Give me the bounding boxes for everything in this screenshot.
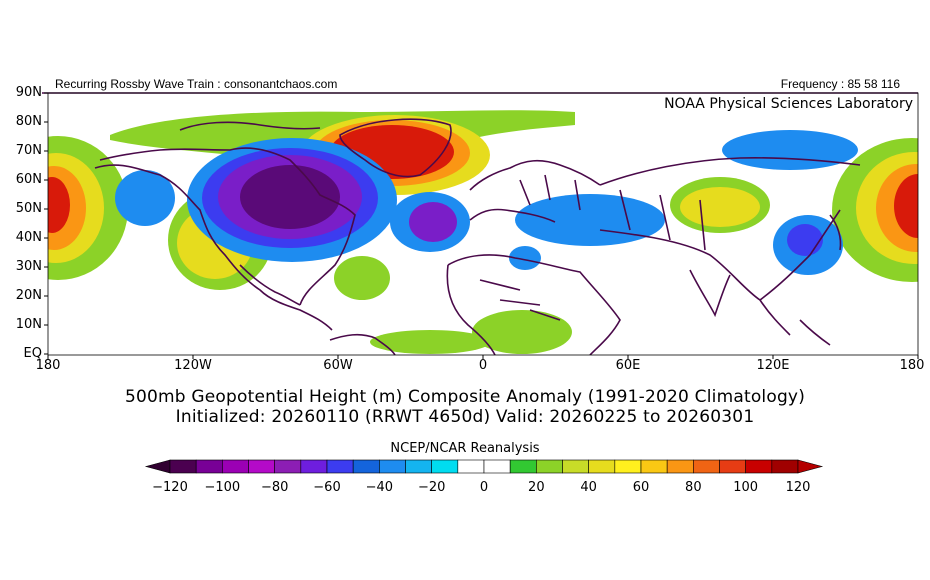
colorbar-swatch bbox=[771, 459, 799, 474]
colorbar-swatch bbox=[431, 459, 459, 474]
map-title-line2: Initialized: 20260110 (RRWT 4650d) Valid… bbox=[175, 407, 755, 427]
coastlines bbox=[94, 118, 861, 355]
colorbar-swatch bbox=[457, 459, 485, 474]
map-title-line1: 500mb Geopotential Height (m) Composite … bbox=[124, 387, 806, 407]
colorbar-swatch bbox=[588, 459, 616, 474]
data-source-label: NCEP/NCAR Reanalysis bbox=[390, 441, 540, 456]
lat-ticks bbox=[44, 92, 48, 355]
colorbar-swatch bbox=[248, 459, 275, 474]
colorbar-swatch bbox=[745, 459, 773, 474]
lon-ticks bbox=[47, 355, 919, 359]
colorbar-swatch bbox=[640, 459, 668, 474]
colorbar-swatch bbox=[509, 459, 537, 474]
colorbar-left-arrow bbox=[144, 459, 171, 474]
colorbar bbox=[144, 459, 824, 474]
ridge-africa bbox=[472, 310, 572, 354]
ridge-mid-atlantic bbox=[334, 256, 390, 300]
colorbar-swatch bbox=[719, 459, 746, 474]
trough-europe bbox=[515, 194, 665, 246]
colorbar-swatch bbox=[274, 459, 302, 474]
colorbar-swatch bbox=[536, 459, 563, 474]
header-right-text: Frequency : 85 58 116 bbox=[780, 77, 900, 91]
colorbar-right-arrow bbox=[797, 459, 824, 474]
colorbar-swatch bbox=[195, 459, 223, 474]
header-left-text: Recurring Rossby Wave Train : consonantc… bbox=[55, 77, 338, 91]
colorbar-swatch bbox=[379, 459, 406, 474]
colorbar-swatch bbox=[693, 459, 720, 474]
colorbar-swatch bbox=[222, 459, 249, 474]
colorbar-swatch bbox=[614, 459, 642, 474]
colorbar-swatch bbox=[326, 459, 354, 474]
colorbar-swatch bbox=[405, 459, 432, 474]
colorbar-swatch bbox=[483, 459, 511, 474]
colorbar-swatch bbox=[562, 459, 589, 474]
trough-alaska bbox=[115, 170, 175, 226]
colorbar-swatch bbox=[352, 459, 380, 474]
colorbar-swatch bbox=[300, 459, 328, 474]
anomaly-field bbox=[48, 93, 918, 355]
ridge-tropical-atlantic bbox=[370, 330, 490, 354]
colorbar-swatch bbox=[666, 459, 694, 474]
colorbar-swatch bbox=[169, 459, 197, 474]
trough-siberia bbox=[722, 130, 858, 170]
